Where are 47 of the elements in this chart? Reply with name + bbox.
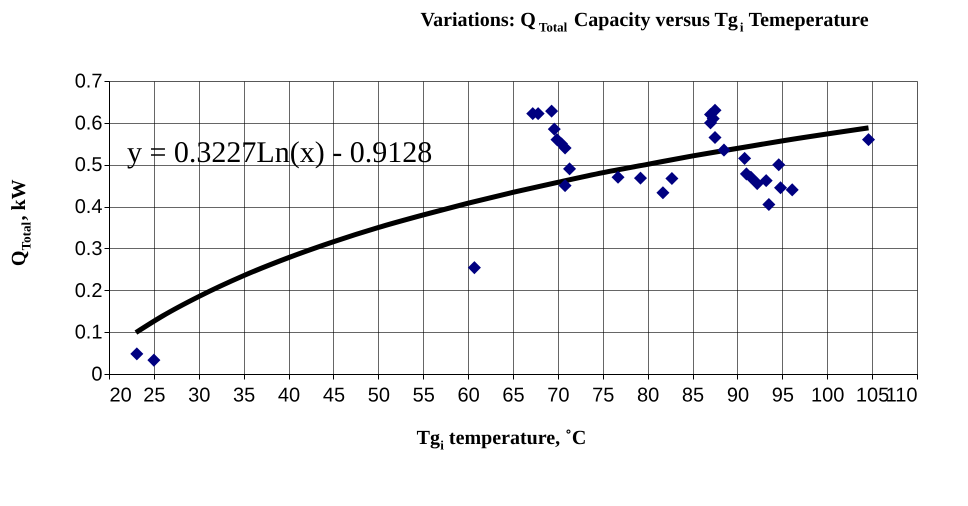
x-tick-label: 65 bbox=[502, 384, 525, 406]
x-tick-label: 80 bbox=[637, 384, 660, 406]
point bbox=[862, 133, 876, 146]
point bbox=[147, 354, 160, 367]
x-tick-label: 60 bbox=[457, 384, 480, 406]
point bbox=[762, 198, 776, 211]
point bbox=[548, 122, 561, 136]
x-tick-label: 30 bbox=[188, 384, 210, 406]
y-tick-label: 0 bbox=[91, 364, 102, 386]
point bbox=[656, 186, 670, 200]
point bbox=[665, 172, 678, 186]
point bbox=[786, 183, 799, 196]
y-tick-label: 0.2 bbox=[74, 280, 102, 302]
x-tick-label: 85 bbox=[682, 384, 704, 406]
x-tick-label: 100 bbox=[811, 384, 844, 406]
y-tick-label: 0.5 bbox=[74, 154, 102, 176]
x-tick-label: 75 bbox=[592, 384, 614, 406]
y-tick-label: 0.1 bbox=[74, 322, 102, 344]
point bbox=[612, 170, 625, 184]
x-tick-label: 45 bbox=[322, 384, 346, 406]
point bbox=[130, 347, 144, 360]
point bbox=[563, 162, 576, 176]
y-tick-label: 0.7 bbox=[74, 70, 102, 92]
x-tick-label: 35 bbox=[233, 384, 256, 406]
y-tick-label: 0.3 bbox=[74, 238, 102, 260]
x-tick-label: 70 bbox=[547, 384, 570, 406]
point bbox=[634, 172, 648, 185]
point bbox=[772, 158, 786, 172]
point bbox=[545, 104, 558, 118]
x-tick-label: 90 bbox=[726, 384, 750, 406]
point bbox=[558, 179, 572, 192]
point bbox=[708, 130, 722, 144]
point bbox=[750, 177, 764, 190]
x-tick-label: 20 bbox=[110, 384, 132, 406]
x-tick-label: 95 bbox=[772, 384, 794, 406]
x-tick-label: 25 bbox=[143, 384, 166, 406]
point bbox=[774, 181, 788, 194]
y-tick-label: 0.6 bbox=[74, 112, 102, 134]
y-tick-label: 0.4 bbox=[74, 196, 102, 218]
point bbox=[468, 261, 481, 274]
x-tick-label: 40 bbox=[278, 384, 300, 406]
point bbox=[738, 152, 752, 165]
x-tick-label: 55 bbox=[412, 384, 435, 406]
point bbox=[717, 144, 730, 157]
y-axis-title: QTotal, kW bbox=[8, 179, 34, 266]
point bbox=[760, 174, 773, 188]
x-tick-label: 50 bbox=[368, 384, 390, 406]
